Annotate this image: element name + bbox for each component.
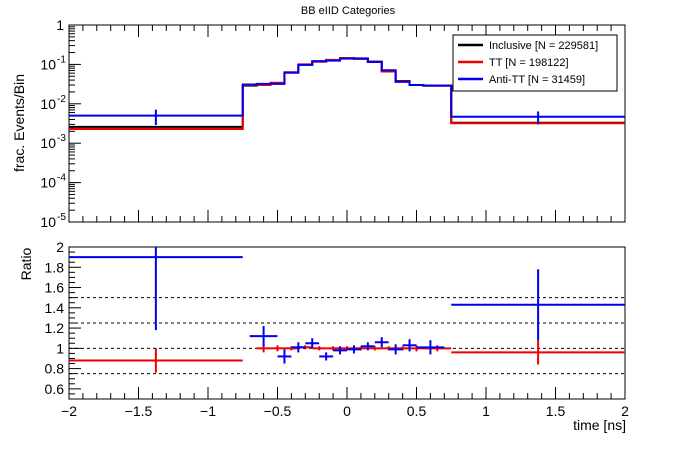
top-y-tick-label: 10 [40,96,56,112]
ratio-y-tick-label: 1 [56,340,64,356]
ratio-x-tick-label: −0.5 [264,403,292,419]
legend-entry: Inclusive [N = 229581] [489,40,598,52]
ratio-x-tick-label: 1.5 [546,403,566,419]
top-y-tick-label: 10 [40,214,56,230]
top-y-tick-exponent: -4 [57,173,66,184]
ratio-panel: 0.6 0.8 1 1.2 1.4 1.6 1.8 2 −2 −1.5 −1 −0.5 0 0.5 1 1.5… [45,239,630,419]
top-y-tick-label: 10 [40,135,56,151]
top-y-tick-label: 1 [56,17,64,33]
ratio-y-tick-label: 2 [56,239,64,255]
top-y-tick-label: 10 [40,175,56,191]
ratio-x-tick-label: 2 [621,403,629,419]
ratio-x-tick-label: 1 [482,403,490,419]
ratio-y-tick-label: 0.6 [45,381,65,397]
ratio-y-tick-label: 1.2 [45,320,65,336]
ratio-x-tick-label: 0.5 [407,403,427,419]
top-y-axis-label: frac. Events/Bin [11,74,27,172]
top-y-tick-exponent: -3 [57,133,66,144]
legend-entry: TT [N = 198122] [489,57,569,69]
ratio-x-tick-label: −1.5 [125,403,153,419]
ratio-y-tick-label: 1.6 [45,280,65,296]
ratio-y-tick-label: 1.4 [45,300,65,316]
ratio-y-tick-label: 0.8 [45,361,65,377]
ratio-y-axis-label: Ratio [18,247,34,280]
top-y-tick-exponent: -1 [57,54,66,65]
chart-title: BB eIID Categories [301,5,396,17]
top-y-tick-exponent: -2 [57,94,66,105]
legend-entry: Anti-TT [N = 31459] [489,74,585,86]
x-axis-label: time [ns] [573,417,626,433]
top-y-tick-label: 10 [40,56,56,72]
ratio-x-tick-label: 0 [343,403,351,419]
step-series-2 [69,57,625,118]
ratio-y-tick-label: 1.8 [45,259,65,275]
top-y-tick-exponent: -5 [57,212,66,223]
ratio-x-tick-label: −1 [200,403,216,419]
ratio-x-tick-label: −2 [61,403,77,419]
